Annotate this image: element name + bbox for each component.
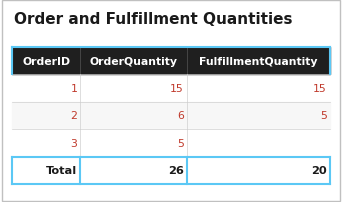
Text: OrderID: OrderID (22, 56, 70, 66)
Text: 3: 3 (70, 138, 77, 148)
Text: 26: 26 (168, 165, 184, 175)
Text: 20: 20 (311, 165, 327, 175)
Text: 1: 1 (70, 84, 77, 94)
Text: 5: 5 (320, 111, 327, 121)
Text: 5: 5 (177, 138, 184, 148)
Text: Order and Fulfillment Quantities: Order and Fulfillment Quantities (14, 12, 292, 27)
Text: 2: 2 (70, 111, 77, 121)
Text: 15: 15 (313, 84, 327, 94)
Text: 15: 15 (170, 84, 184, 94)
Text: FulfillmentQuantity: FulfillmentQuantity (199, 56, 318, 66)
Text: OrderQuantity: OrderQuantity (90, 56, 177, 66)
Text: Total: Total (46, 165, 77, 175)
Text: 6: 6 (177, 111, 184, 121)
